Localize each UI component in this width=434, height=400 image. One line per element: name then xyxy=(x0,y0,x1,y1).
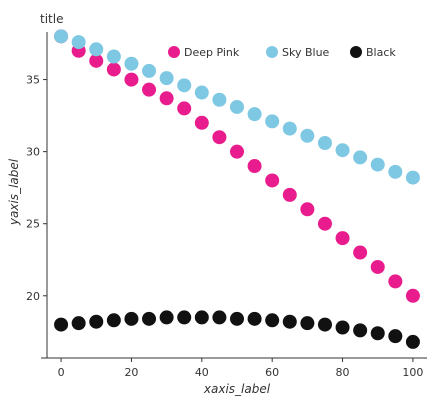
point-deep-pink xyxy=(159,91,174,106)
point-deep-pink xyxy=(142,82,157,97)
point-black xyxy=(177,310,192,325)
point-sky-blue xyxy=(194,85,209,100)
point-deep-pink xyxy=(212,130,227,145)
x-tick-label: 60 xyxy=(265,366,279,379)
x-tick-label: 0 xyxy=(58,366,65,379)
point-sky-blue xyxy=(71,35,86,50)
point-sky-blue xyxy=(405,170,420,185)
legend-label-black: Black xyxy=(366,46,396,59)
point-deep-pink xyxy=(335,231,350,246)
point-sky-blue xyxy=(247,107,262,122)
point-black xyxy=(370,326,385,341)
point-black xyxy=(335,320,350,335)
point-black xyxy=(159,310,174,325)
x-axis-title: xaxis_label xyxy=(203,382,271,396)
point-sky-blue xyxy=(177,78,192,93)
y-tick-label: 35 xyxy=(26,74,40,87)
axes: 20 25 30 35 0 20 40 60 80 100 xyxy=(26,32,427,379)
point-sky-blue xyxy=(317,135,332,150)
point-sky-blue xyxy=(353,150,368,165)
x-tick-label: 80 xyxy=(336,366,350,379)
point-sky-blue xyxy=(265,114,280,129)
point-sky-blue xyxy=(124,56,139,71)
point-black xyxy=(230,311,244,326)
point-deep-pink xyxy=(388,274,403,289)
point-sky-blue xyxy=(230,99,244,114)
point-deep-pink xyxy=(300,202,315,217)
point-sky-blue xyxy=(282,121,297,136)
point-sky-blue xyxy=(212,92,227,107)
y-tick-label: 20 xyxy=(26,290,40,303)
y-tick-label: 30 xyxy=(26,146,40,159)
point-black xyxy=(282,314,297,329)
point-deep-pink xyxy=(247,159,262,174)
y-axis-title: yaxis_label xyxy=(7,158,21,226)
point-sky-blue xyxy=(54,29,69,44)
point-black xyxy=(265,313,280,328)
point-black xyxy=(194,310,209,325)
point-deep-pink xyxy=(89,53,104,68)
point-sky-blue xyxy=(106,49,121,64)
legend-label-sky-blue: Sky Blue xyxy=(282,46,330,59)
point-sky-blue xyxy=(388,164,403,179)
point-deep-pink xyxy=(282,187,297,202)
point-black xyxy=(388,329,403,344)
point-black xyxy=(142,311,157,326)
point-sky-blue xyxy=(142,63,157,78)
x-tick-label: 40 xyxy=(195,366,209,379)
x-tick-label: 100 xyxy=(402,366,423,379)
legend-swatch-deep-pink xyxy=(168,46,180,58)
point-sky-blue xyxy=(159,71,174,86)
point-black xyxy=(353,323,368,338)
point-black xyxy=(124,311,139,326)
legend-swatch-sky-blue xyxy=(266,46,278,58)
chart-title: title xyxy=(40,12,63,26)
point-deep-pink xyxy=(353,245,368,260)
point-deep-pink xyxy=(194,115,209,130)
x-tick-label: 20 xyxy=(124,366,138,379)
point-deep-pink xyxy=(106,62,121,77)
plot-area xyxy=(54,29,420,349)
point-deep-pink xyxy=(317,216,332,231)
point-black xyxy=(405,334,420,349)
legend-label-deep-pink: Deep Pink xyxy=(184,46,240,59)
point-deep-pink xyxy=(370,259,385,274)
point-black xyxy=(212,310,227,325)
point-black xyxy=(247,311,262,326)
legend: Deep Pink Sky Blue Black xyxy=(168,46,396,59)
point-black xyxy=(71,316,86,331)
point-deep-pink xyxy=(265,173,280,188)
point-black xyxy=(54,317,69,332)
point-black xyxy=(317,317,332,332)
point-deep-pink xyxy=(405,288,420,303)
point-sky-blue xyxy=(300,128,315,143)
point-sky-blue xyxy=(89,42,104,57)
point-sky-blue xyxy=(335,143,350,158)
y-tick-label: 25 xyxy=(26,218,40,231)
legend-swatch-black xyxy=(350,46,362,58)
point-sky-blue xyxy=(370,157,385,172)
point-deep-pink xyxy=(177,101,192,116)
point-black xyxy=(300,316,315,331)
point-deep-pink xyxy=(124,72,139,87)
point-black xyxy=(106,313,121,328)
point-black xyxy=(89,314,104,329)
point-deep-pink xyxy=(230,144,244,159)
